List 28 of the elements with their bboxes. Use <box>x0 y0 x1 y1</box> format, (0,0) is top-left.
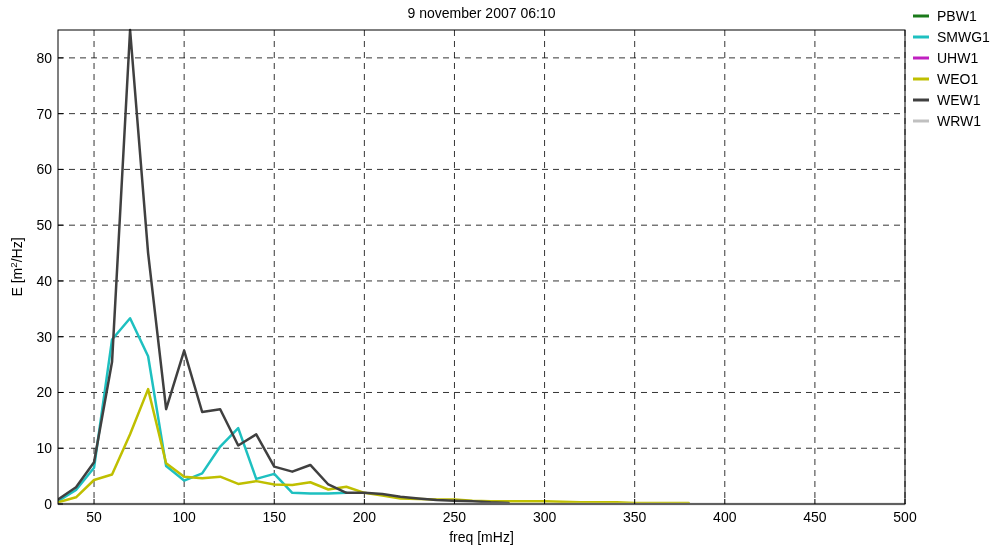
x-tick-label: 400 <box>713 509 737 525</box>
x-tick-label: 200 <box>352 509 377 525</box>
x-tick-label: 500 <box>893 509 917 525</box>
y-tick-label: 20 <box>36 384 53 401</box>
y-tick-label: 50 <box>36 217 53 234</box>
legend-label: WEO1 <box>937 71 979 87</box>
y-tick-label: 30 <box>36 328 53 345</box>
legend-label: WRW1 <box>937 113 982 129</box>
y-tick-label: 40 <box>36 272 53 289</box>
line-series <box>58 28 510 505</box>
x-tick-label: 50 <box>86 509 103 525</box>
y-tick-label: 0 <box>44 496 53 512</box>
chart-title: 9 november 2007 06:10 <box>407 5 556 21</box>
y-tick-label: 80 <box>36 49 53 66</box>
x-axis-title: freq [mHz] <box>449 529 514 545</box>
x-tick-label: 450 <box>803 509 827 525</box>
y-tick-label: 60 <box>36 161 53 178</box>
legend-label: UHW1 <box>937 50 979 66</box>
legend-label: WEW1 <box>937 92 981 108</box>
x-tick-label: 250 <box>442 509 467 525</box>
x-tick-label: 100 <box>172 509 197 525</box>
y-tick-label: 10 <box>36 440 53 457</box>
x-tick-label: 300 <box>532 509 557 525</box>
x-tick-label: 150 <box>262 509 287 525</box>
y-tick-label: 70 <box>36 105 53 122</box>
legend-label: PBW1 <box>937 8 977 24</box>
x-tick-label: 350 <box>623 509 647 525</box>
legend-label: SMWG1 <box>937 29 991 45</box>
